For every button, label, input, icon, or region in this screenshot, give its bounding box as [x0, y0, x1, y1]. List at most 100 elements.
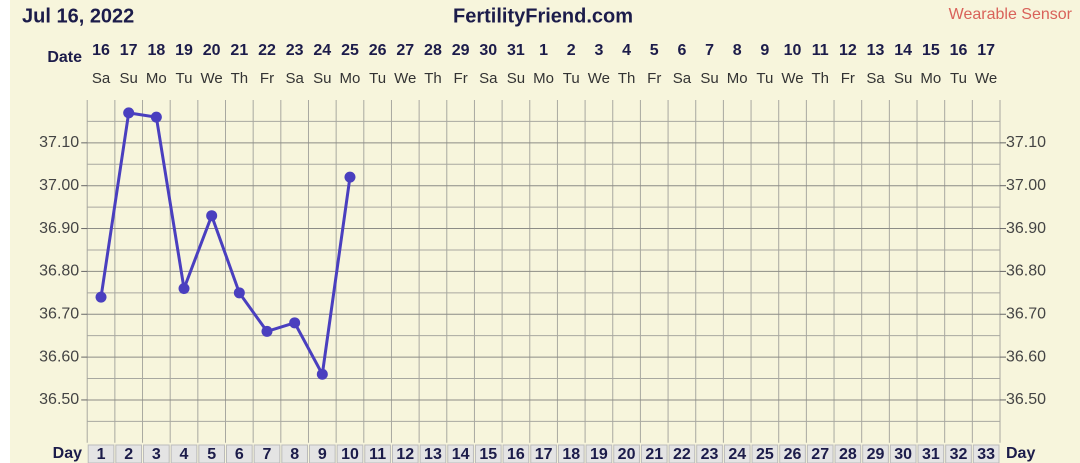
date-label: 4: [622, 42, 631, 59]
weekday-label: Tu: [563, 70, 580, 87]
day-cell: [364, 444, 391, 463]
date-label: 13: [867, 42, 885, 59]
weekday-label: Tu: [756, 70, 773, 87]
temperature-line: [99, 111, 352, 379]
day-cell: [889, 444, 917, 463]
left-border: [0, 0, 10, 463]
x-tick-label: 10: [341, 446, 359, 463]
day-cell: [862, 444, 889, 463]
day-cell: [502, 444, 530, 463]
date-label: 16: [950, 42, 968, 59]
date-label: 26: [369, 42, 387, 59]
weekday-label: Tu: [176, 70, 193, 87]
day-cell: [87, 444, 115, 463]
temperature-point: [206, 210, 218, 222]
day-label: Day: [53, 445, 82, 462]
day-cell: [806, 444, 834, 463]
weekday-label: Fr: [841, 70, 855, 87]
weekday-label: Mo: [727, 70, 748, 87]
y-tick-label: 37.10: [39, 134, 79, 151]
temperature-point: [150, 111, 162, 123]
date-label: 11: [812, 42, 829, 59]
weekday-label: We: [201, 70, 223, 87]
temperature-point: [261, 325, 273, 337]
weekday-label: Th: [618, 70, 636, 87]
date-label: 14: [894, 42, 912, 59]
day-cell: [226, 444, 253, 463]
date-label: 23: [286, 42, 304, 59]
date-label: 16: [92, 42, 110, 59]
x-tick-label: 32: [950, 446, 968, 463]
date-label: 12: [839, 42, 857, 59]
x-tick-label: 31: [922, 446, 940, 463]
x-tick-label: 6: [235, 446, 244, 463]
weekday-label: We: [394, 70, 416, 87]
x-tick-label: 24: [728, 446, 746, 463]
temperature-point: [95, 291, 107, 303]
date-label: 2: [567, 42, 576, 59]
date-label: 6: [677, 42, 686, 59]
weekday-label: We: [781, 70, 803, 87]
y-tick-label-right: 36.80: [1006, 263, 1046, 280]
date-label: 25: [341, 42, 359, 59]
weekday-label: Sa: [92, 70, 111, 87]
date-label: 19: [175, 42, 193, 59]
x-tick-label: 14: [452, 446, 470, 463]
x-tick-label: 21: [645, 446, 663, 463]
x-tick-label: 16: [507, 446, 525, 463]
weekday-label: Fr: [647, 70, 661, 87]
day-cell: [972, 444, 1000, 463]
x-tick-label: 18: [562, 446, 580, 463]
x-tick-label: 26: [784, 446, 802, 463]
weekday-label: Sa: [866, 70, 885, 87]
x-tick-label: 30: [894, 446, 912, 463]
x-tick-label: 20: [618, 446, 636, 463]
temperature-point: [123, 107, 135, 119]
day-cell: [170, 444, 198, 463]
day-cell: [917, 444, 945, 463]
y-tick-label-right: 36.50: [1006, 391, 1046, 408]
x-tick-label: 11: [369, 446, 386, 463]
weekday-label: Fr: [454, 70, 468, 87]
weekday-label: Th: [424, 70, 442, 87]
x-tick-label: 9: [318, 446, 327, 463]
weekday-label: Su: [894, 70, 912, 87]
weekday-label: Mo: [533, 70, 554, 87]
x-tick-label: 4: [180, 446, 189, 463]
day-cell: [613, 444, 640, 463]
date-label: 27: [396, 42, 414, 59]
weekday-label: Th: [231, 70, 249, 87]
x-tick-label: 2: [124, 446, 133, 463]
day-cell: [834, 444, 862, 463]
temperature-point: [344, 171, 356, 183]
day-cell: [945, 444, 972, 463]
date-label: 3: [594, 42, 603, 59]
weekday-label: Tu: [369, 70, 386, 87]
y-tick-label-right: 37.00: [1006, 177, 1046, 194]
date-label: 17: [977, 42, 995, 59]
date-label: 17: [120, 42, 138, 59]
x-tick-label: 12: [396, 446, 414, 463]
day-cell: [391, 444, 419, 463]
x-tick-label: 17: [535, 446, 553, 463]
day-cell: [557, 444, 585, 463]
day-cell: [308, 444, 336, 463]
chart-title: FertilityFriend.com: [453, 5, 633, 27]
date-label: 22: [258, 42, 276, 59]
day-cell: [723, 444, 751, 463]
day-cell: [253, 444, 281, 463]
x-tick-label: 27: [811, 446, 829, 463]
x-tick-label: 23: [701, 446, 719, 463]
y-tick-label: 36.60: [39, 348, 79, 365]
day-cell: [198, 444, 226, 463]
y-tick-label: 37.00: [39, 177, 79, 194]
weekday-label: Mo: [340, 70, 361, 87]
x-tick-label: 7: [263, 446, 272, 463]
date-label: 31: [507, 42, 525, 59]
day-cell: [115, 444, 143, 463]
y-tick-label-right: 36.60: [1006, 348, 1046, 365]
y-tick-label: 36.90: [39, 220, 79, 237]
date-label: 10: [784, 42, 802, 59]
day-cell: [143, 444, 170, 463]
